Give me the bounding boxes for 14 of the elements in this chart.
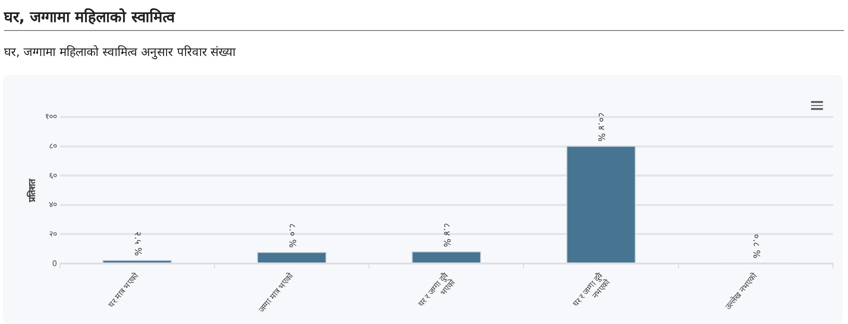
data-label: ०.८ %: [750, 234, 760, 259]
y-tick-label: १००: [44, 112, 57, 122]
y-tick-label: 0: [52, 258, 58, 268]
y-tick-label: २०: [48, 229, 57, 238]
data-label: ८.० %: [286, 224, 296, 248]
y-axis-title: प्रतिशत: [26, 178, 37, 203]
data-label: २.५ %: [132, 232, 142, 256]
data-label: ८.४ %: [441, 222, 452, 248]
y-tick-label: ८०: [48, 142, 57, 151]
data-label: ८०.४ %: [596, 112, 606, 142]
y-tick-label: ४०: [48, 200, 57, 210]
chart-subtitle: घर, जग्गामा महिलाको स्वामित्व अनुसार परिवार संख्या: [4, 44, 236, 60]
y-tick-label: ६०: [48, 170, 57, 180]
chart-title: घर, जग्गामा महिलाको स्वामित्व: [4, 7, 174, 26]
